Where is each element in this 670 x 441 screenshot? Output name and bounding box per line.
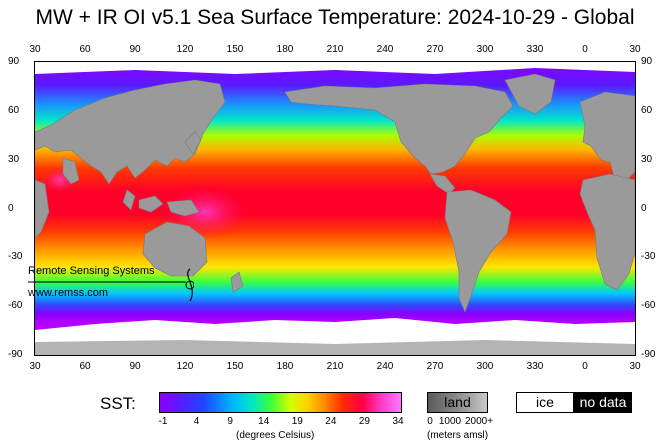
landmass-new-zealand <box>230 271 244 293</box>
y-tick-right-2: 30 <box>641 153 653 165</box>
x-tick-top-5: 180 <box>276 44 294 55</box>
y-tick-right-6: -90 <box>641 349 656 360</box>
x-tick-top-1: 60 <box>79 44 91 55</box>
y-tick-left-2: 30 <box>8 153 20 165</box>
x-tick-bottom-1: 60 <box>79 361 91 372</box>
land-tick-0: 0 <box>427 416 433 427</box>
x-tick-bottom-6: 210 <box>326 361 344 372</box>
y-tick-left-1: 60 <box>8 104 20 116</box>
y-tick-left-5: -60 <box>8 300 23 312</box>
x-tick-top-12: 30 <box>629 44 641 55</box>
logo-url: www.remss.com <box>28 287 109 299</box>
x-tick-bottom-7: 240 <box>376 361 394 372</box>
landmass-greenland <box>504 73 556 115</box>
sst-tick-6: 29 <box>358 416 370 427</box>
landmass-africa-east-horn <box>35 179 50 239</box>
logo-name: Remote Sensing Systems <box>28 265 155 277</box>
landmass-north-america <box>284 83 514 175</box>
landmass-antarctica <box>35 340 635 355</box>
x-tick-top-2: 90 <box>129 44 141 55</box>
x-tick-bottom-3: 120 <box>176 361 194 372</box>
land-units: (meters amsl) <box>427 430 489 441</box>
x-tick-top-3: 120 <box>176 44 194 55</box>
logo-wave-icon <box>28 268 194 302</box>
y-tick-right-3: 0 <box>641 202 647 214</box>
x-tick-top-9: 300 <box>476 44 494 55</box>
x-tick-bottom-8: 270 <box>426 361 444 372</box>
land-tick-2: 2000+ <box>464 416 494 427</box>
x-tick-top-7: 240 <box>376 44 394 55</box>
y-tick-right-4: -30 <box>641 251 656 263</box>
sst-units: (degrees Celsius) <box>236 430 315 441</box>
landmass-south-america <box>444 189 512 313</box>
sst-tick-5: 24 <box>325 416 337 427</box>
x-tick-top-8: 270 <box>426 44 444 55</box>
land-legend: land <box>427 392 488 413</box>
x-tick-bottom-4: 150 <box>226 361 244 372</box>
x-tick-bottom-9: 300 <box>476 361 494 372</box>
ice-legend: ice <box>516 392 574 413</box>
x-tick-bottom-12: 30 <box>629 361 641 372</box>
x-tick-bottom-0: 30 <box>29 361 41 372</box>
landmass-australia <box>142 221 208 277</box>
x-tick-bottom-10: 330 <box>526 361 544 372</box>
landmass-borneo <box>138 195 164 213</box>
y-tick-right-5: -60 <box>641 300 656 312</box>
y-tick-left-4: -30 <box>8 251 23 263</box>
sst-tick-7: 34 <box>392 416 404 427</box>
landmass-central-america <box>429 173 456 195</box>
sst-legend-label: SST: <box>100 394 136 413</box>
y-tick-right-0: 90 <box>641 56 653 67</box>
y-tick-left-6: -90 <box>8 349 23 360</box>
sst-tick-1: 4 <box>193 416 200 427</box>
landmass-india <box>62 157 80 185</box>
y-tick-left-0: 90 <box>8 56 20 67</box>
sst-tick-0: -1 <box>158 416 168 427</box>
landmass-japan <box>184 131 202 155</box>
landmass-africa <box>579 173 635 291</box>
x-tick-top-11: 0 <box>582 44 588 55</box>
landmass-asia <box>35 79 226 185</box>
no-data-legend: no data <box>574 392 632 413</box>
sst-map[interactable] <box>34 61 636 356</box>
land-tick-1: 1000 <box>438 416 462 427</box>
x-tick-top-0: 30 <box>29 44 41 55</box>
landmass-new-guinea <box>166 199 200 217</box>
y-tick-right-1: 60 <box>641 104 653 116</box>
landmass-europe <box>579 91 635 183</box>
landmass-sumatra <box>122 189 136 211</box>
x-tick-bottom-11: 0 <box>582 361 588 372</box>
land-masses <box>35 73 635 313</box>
x-tick-top-10: 330 <box>526 44 544 55</box>
sst-map-canvas <box>35 62 635 355</box>
x-tick-top-6: 210 <box>326 44 344 55</box>
sst-tick-3: 14 <box>258 416 270 427</box>
sst-tick-4: 19 <box>291 416 303 427</box>
map-title: MW + IR OI v5.1 Sea Surface Temperature:… <box>35 6 635 29</box>
y-tick-left-3: 0 <box>8 202 14 214</box>
x-tick-bottom-2: 90 <box>129 361 141 372</box>
rss-logo: Remote Sensing Systems www.remss.com <box>24 265 194 305</box>
sst-tick-2: 9 <box>227 416 233 427</box>
sst-colorbar <box>159 392 402 413</box>
x-tick-top-4: 150 <box>226 44 244 55</box>
arctic-ice <box>35 62 635 74</box>
x-tick-bottom-5: 180 <box>276 361 294 372</box>
